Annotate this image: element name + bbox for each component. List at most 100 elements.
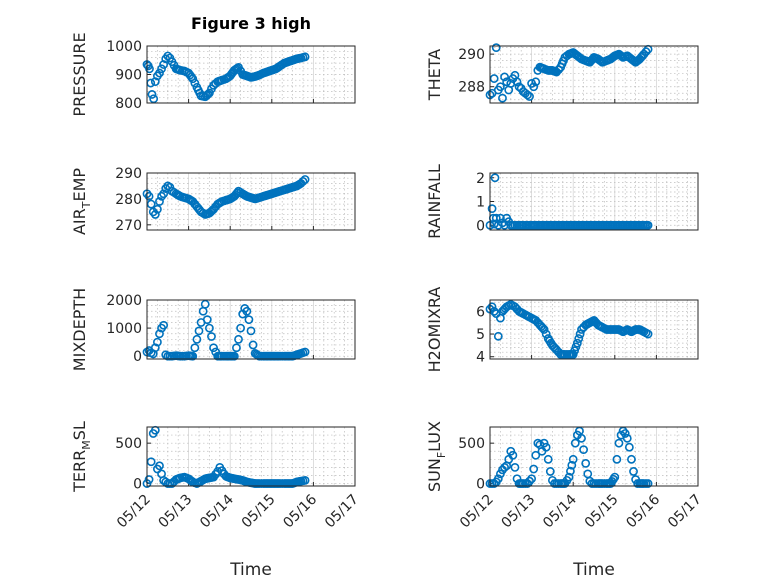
y-axis-label: RAINFALL (425, 164, 444, 239)
axes-frame (146, 426, 356, 487)
y-tick-label: 2 (476, 171, 485, 187)
data-point (541, 442, 551, 452)
data-point (188, 351, 198, 361)
data-point (572, 338, 582, 348)
axes-frame (489, 172, 699, 231)
y-tick-label: 0 (476, 218, 485, 234)
data-point (155, 461, 164, 471)
data-point (574, 334, 584, 343)
data-point (157, 64, 166, 74)
data-point (300, 347, 310, 357)
data-point (643, 220, 653, 230)
data-point (614, 438, 624, 448)
data-point (144, 191, 154, 201)
y-tick-label: 0 (476, 477, 485, 493)
y-tick-label: 1000 (106, 39, 142, 55)
x-tick-label: 05/14 (540, 491, 580, 531)
axes-frame (146, 45, 356, 104)
data-point (629, 467, 638, 476)
data-point (493, 331, 503, 341)
axes-frame (489, 299, 699, 360)
data-point (234, 334, 243, 344)
y-axis-label: H2OMIXRA (425, 287, 444, 373)
data-point (629, 56, 639, 66)
y-tick-label: 500 (115, 436, 142, 452)
axes-frame (489, 45, 699, 104)
y-axis-label: AIRTEMP (70, 168, 93, 235)
data-point (248, 340, 258, 350)
data-point (300, 52, 310, 62)
x-tick-label: 05/12 (114, 492, 154, 532)
y-tick-label: 288 (458, 80, 485, 96)
data-point (579, 445, 588, 455)
data-point (570, 438, 580, 448)
series-h2omixra (485, 300, 653, 359)
data-point (545, 467, 555, 476)
x-tick-label: 05/13 (499, 492, 539, 532)
data-point (200, 299, 210, 309)
data-point (627, 454, 636, 464)
data-point (489, 74, 499, 83)
data-point (529, 464, 539, 474)
data-point (190, 343, 200, 353)
series-theta (485, 43, 653, 103)
y-tick-label: 5 (476, 327, 485, 343)
data-point (146, 457, 156, 467)
data-point (577, 433, 586, 443)
data-point (543, 454, 553, 464)
y-axis-label: TERRMSL (70, 421, 93, 493)
y-tick-label: 290 (115, 166, 142, 182)
data-point (622, 433, 632, 443)
data-point (500, 72, 509, 82)
subplot-mixdepth: 0 1000 2000 MIXDEPTH (70, 288, 356, 371)
data-point (144, 475, 154, 484)
series-mixdepth (142, 299, 310, 361)
data-point (236, 323, 245, 333)
series-air_temp (142, 175, 310, 219)
x-tick-label: 05/15 (582, 492, 622, 532)
data-point (529, 82, 539, 92)
data-point (539, 325, 549, 334)
data-point (610, 472, 620, 482)
data-point (194, 326, 204, 336)
data-point (146, 199, 156, 209)
data-point (246, 326, 256, 336)
y-axis-label: PRESSURE (70, 32, 89, 116)
y-tick-label: 0 (133, 477, 142, 493)
data-point (510, 463, 520, 472)
data-point (567, 460, 577, 470)
data-point (209, 343, 218, 353)
data-point (541, 329, 551, 339)
x-tick-label: 05/15 (239, 492, 279, 532)
y-tick-label: 270 (115, 218, 142, 234)
data-point (612, 454, 622, 464)
data-point (495, 213, 505, 223)
data-point (533, 438, 543, 448)
x-tick-label: 05/16 (280, 491, 320, 531)
data-point (149, 94, 159, 104)
data-point (575, 329, 585, 339)
y-tick-label: 1000 (106, 321, 142, 337)
data-point (147, 90, 157, 99)
data-point (491, 43, 501, 53)
data-point (493, 474, 503, 484)
data-point (487, 204, 497, 214)
data-point (155, 68, 164, 78)
y-axis-label: THETA (425, 49, 444, 101)
data-point (508, 450, 518, 460)
subplot-sun_flux: 0 500 05/12 05/13 05/14 05/15 05/16 05/17 SUNFLU… (425, 421, 705, 531)
data-point (188, 74, 198, 84)
data-point (523, 90, 532, 100)
data-point (155, 197, 164, 206)
y-tick-label: 800 (115, 96, 142, 112)
data-point (568, 454, 578, 464)
y-axis-label: SUNFLUX (425, 421, 448, 492)
data-point (159, 320, 169, 330)
figure-title: Figure 3 high (191, 14, 311, 33)
data-point (490, 173, 500, 183)
y-tick-label: 500 (458, 436, 485, 452)
data-point (643, 329, 653, 339)
data-point (152, 204, 162, 214)
